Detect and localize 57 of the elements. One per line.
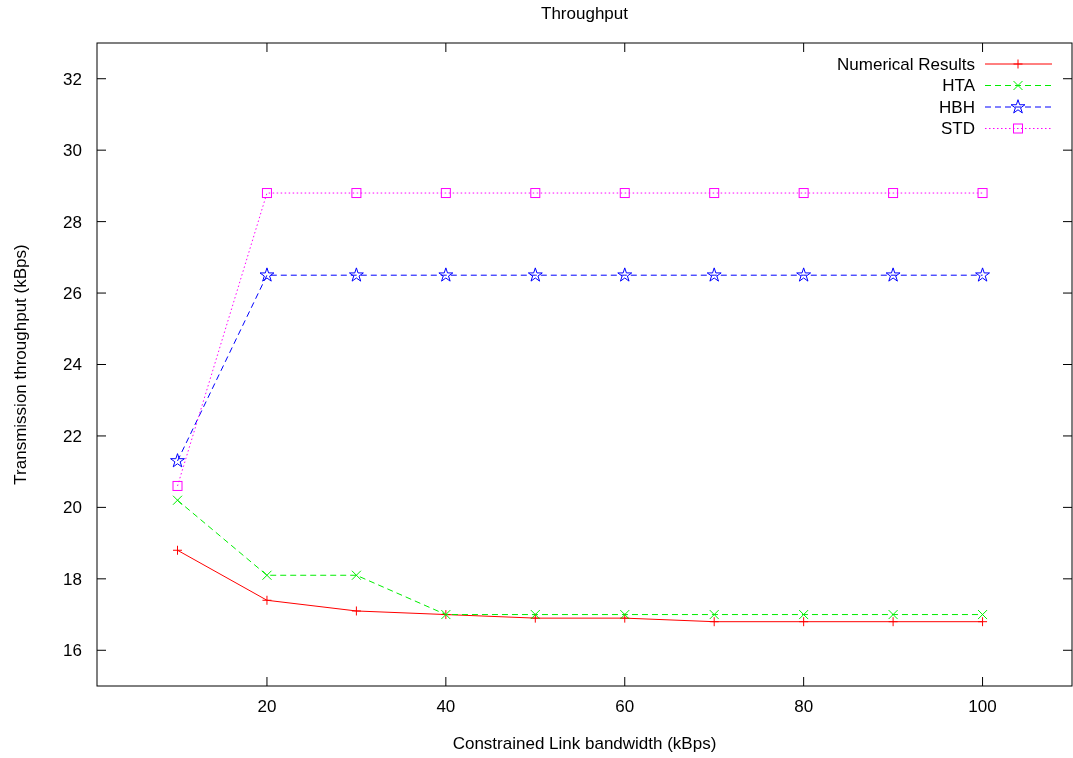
y-tick-label: 16 [63, 641, 82, 661]
x-tick-label: 80 [794, 697, 814, 716]
point [351, 605, 362, 616]
x-tick-label: 20 [257, 697, 277, 716]
point [977, 188, 988, 199]
point [796, 267, 812, 282]
point [261, 570, 272, 581]
point [170, 453, 185, 468]
legend-label: HBH [939, 97, 975, 117]
point [888, 188, 899, 199]
point [261, 595, 272, 606]
point [351, 188, 362, 199]
x-tick-label: 100 [968, 697, 997, 716]
point [977, 616, 988, 627]
point [709, 616, 720, 627]
point [348, 267, 364, 282]
point [261, 188, 272, 199]
y-tick-label: 28 [63, 212, 82, 232]
point [709, 609, 720, 620]
point [527, 267, 543, 282]
point [977, 609, 988, 620]
point [798, 609, 809, 620]
point [530, 188, 541, 199]
x-axis-title: Constrained Link bandwidth (kBps) [452, 734, 717, 753]
y-tick-label: 20 [63, 498, 82, 518]
point [172, 495, 183, 506]
y-tick-label: 26 [63, 284, 82, 304]
point [172, 545, 183, 556]
y-tick-label: 30 [63, 141, 82, 161]
point [438, 267, 454, 282]
legend-label: HTA [942, 76, 976, 96]
point [172, 480, 183, 491]
point [888, 616, 899, 627]
point [617, 267, 633, 282]
point [798, 616, 809, 627]
point [351, 570, 362, 581]
point [530, 609, 541, 620]
y-tick-label: 22 [63, 426, 82, 446]
y-tick-label: 32 [63, 69, 82, 89]
legend-label: Numerical Results [837, 54, 975, 74]
point [798, 188, 809, 199]
point [259, 267, 275, 282]
chart-title: Throughput [541, 4, 629, 23]
legend-label: STD [941, 119, 975, 139]
x-tick-label: 40 [436, 697, 456, 716]
y-tick-label: 18 [63, 569, 82, 589]
point [706, 267, 722, 282]
point [975, 267, 990, 282]
x-tick-label: 60 [615, 697, 635, 716]
y-axis-title: Transmission throughput (kBps) [11, 244, 30, 485]
point [885, 267, 901, 282]
y-tick-label: 24 [63, 355, 82, 375]
point [888, 609, 899, 620]
point [709, 188, 720, 199]
point [440, 188, 451, 199]
point [619, 609, 630, 620]
point [619, 188, 630, 199]
